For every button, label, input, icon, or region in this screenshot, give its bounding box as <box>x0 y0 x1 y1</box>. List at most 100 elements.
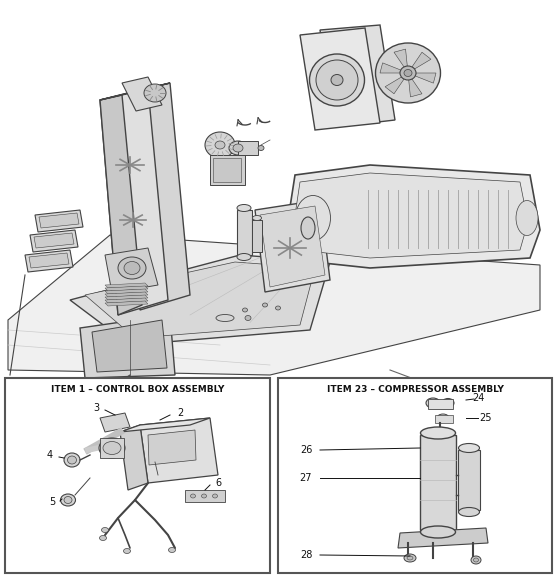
Text: 27: 27 <box>300 473 312 483</box>
Bar <box>5 378 270 573</box>
Polygon shape <box>105 301 148 306</box>
Polygon shape <box>100 88 168 315</box>
Polygon shape <box>385 77 404 94</box>
Polygon shape <box>300 28 380 130</box>
Ellipse shape <box>243 308 248 312</box>
Ellipse shape <box>213 494 218 498</box>
Ellipse shape <box>263 303 268 307</box>
Ellipse shape <box>144 84 166 102</box>
Polygon shape <box>105 292 148 297</box>
Polygon shape <box>320 25 395 127</box>
Bar <box>420 435 456 530</box>
Polygon shape <box>85 262 315 338</box>
Ellipse shape <box>216 314 234 321</box>
Polygon shape <box>105 289 148 294</box>
Ellipse shape <box>169 547 175 553</box>
Text: ITEM 1 – CONTROL BOX ASSEMBLY: ITEM 1 – CONTROL BOX ASSEMBLY <box>51 386 224 395</box>
Ellipse shape <box>237 254 251 261</box>
Polygon shape <box>39 213 79 228</box>
Ellipse shape <box>99 438 125 458</box>
Ellipse shape <box>245 316 251 320</box>
Polygon shape <box>288 165 540 268</box>
Polygon shape <box>105 248 158 293</box>
Ellipse shape <box>516 201 538 235</box>
Ellipse shape <box>404 554 416 562</box>
Text: 2: 2 <box>177 408 183 418</box>
Ellipse shape <box>215 141 225 149</box>
Ellipse shape <box>407 556 413 560</box>
Ellipse shape <box>376 43 441 103</box>
Polygon shape <box>415 73 436 83</box>
Polygon shape <box>92 320 167 372</box>
Bar <box>185 490 225 502</box>
Bar <box>100 438 124 458</box>
Polygon shape <box>100 95 142 315</box>
Ellipse shape <box>233 144 243 152</box>
Ellipse shape <box>68 456 77 464</box>
Polygon shape <box>140 418 218 483</box>
Bar <box>458 450 480 510</box>
Ellipse shape <box>64 453 80 467</box>
Ellipse shape <box>316 60 358 100</box>
Ellipse shape <box>258 146 264 150</box>
Ellipse shape <box>237 205 251 212</box>
Ellipse shape <box>124 261 140 275</box>
Polygon shape <box>105 286 148 291</box>
Ellipse shape <box>458 443 480 453</box>
Polygon shape <box>25 250 73 272</box>
Ellipse shape <box>471 556 481 564</box>
Polygon shape <box>398 528 488 548</box>
Ellipse shape <box>64 497 72 503</box>
Ellipse shape <box>400 66 416 80</box>
Ellipse shape <box>421 526 456 538</box>
Ellipse shape <box>331 75 343 86</box>
Ellipse shape <box>404 69 412 76</box>
Polygon shape <box>70 255 330 345</box>
Ellipse shape <box>442 398 454 407</box>
Polygon shape <box>105 298 148 303</box>
Polygon shape <box>35 210 83 232</box>
Ellipse shape <box>275 306 280 310</box>
Polygon shape <box>100 83 170 100</box>
Polygon shape <box>380 63 401 73</box>
Ellipse shape <box>102 528 108 532</box>
Ellipse shape <box>473 558 478 562</box>
Ellipse shape <box>295 195 330 240</box>
Ellipse shape <box>124 549 130 554</box>
Ellipse shape <box>190 494 195 498</box>
Text: ITEM 23 – COMPRESSOR ASSEMBLY: ITEM 23 – COMPRESSOR ASSEMBLY <box>326 386 503 395</box>
Text: 25: 25 <box>480 413 492 423</box>
Polygon shape <box>34 233 74 248</box>
Polygon shape <box>105 295 148 300</box>
Ellipse shape <box>103 442 121 454</box>
Polygon shape <box>30 230 78 252</box>
Bar <box>238 141 258 155</box>
Polygon shape <box>29 253 69 268</box>
Polygon shape <box>100 413 130 432</box>
Ellipse shape <box>118 257 146 279</box>
Text: 6: 6 <box>215 478 221 488</box>
Bar <box>278 378 552 573</box>
Polygon shape <box>394 49 407 67</box>
Bar <box>428 399 453 409</box>
Polygon shape <box>105 283 148 288</box>
Text: 28: 28 <box>300 550 312 560</box>
Text: 3: 3 <box>93 403 99 413</box>
Polygon shape <box>408 79 422 97</box>
Polygon shape <box>122 83 190 310</box>
Ellipse shape <box>253 216 261 220</box>
Ellipse shape <box>421 427 456 439</box>
Bar <box>435 415 453 423</box>
Polygon shape <box>8 235 540 375</box>
Ellipse shape <box>301 217 315 239</box>
Ellipse shape <box>201 494 206 498</box>
Bar <box>213 158 241 182</box>
Text: 26: 26 <box>300 445 312 455</box>
Polygon shape <box>120 418 210 432</box>
Polygon shape <box>260 206 325 287</box>
Ellipse shape <box>426 398 440 408</box>
Bar <box>210 155 245 185</box>
Polygon shape <box>412 52 431 69</box>
Text: 24: 24 <box>472 393 484 403</box>
Polygon shape <box>255 200 330 292</box>
